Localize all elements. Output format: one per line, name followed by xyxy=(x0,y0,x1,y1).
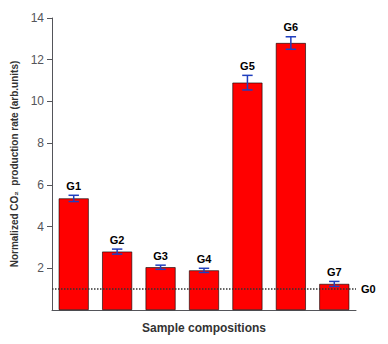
svg-text:8: 8 xyxy=(37,136,44,150)
svg-text:G2: G2 xyxy=(110,234,125,246)
svg-text:G0: G0 xyxy=(361,283,376,295)
svg-text:4: 4 xyxy=(37,220,44,234)
svg-text:G6: G6 xyxy=(284,21,299,33)
svg-text:G7: G7 xyxy=(327,266,342,278)
svg-text:Sample compositions: Sample compositions xyxy=(142,321,266,335)
svg-text:14: 14 xyxy=(31,11,45,25)
svg-text:12: 12 xyxy=(31,53,45,67)
svg-text:10: 10 xyxy=(31,94,45,108)
svg-text:2: 2 xyxy=(37,261,44,275)
svg-text:Normalized CO₂ production rat: Normalized CO₂ production rate (arb.unit… xyxy=(9,61,20,268)
svg-text:G4: G4 xyxy=(197,253,213,265)
svg-text:G5: G5 xyxy=(240,60,255,72)
svg-text:6: 6 xyxy=(37,178,44,192)
svg-text:G3: G3 xyxy=(153,250,168,262)
svg-text:G1: G1 xyxy=(66,180,81,192)
